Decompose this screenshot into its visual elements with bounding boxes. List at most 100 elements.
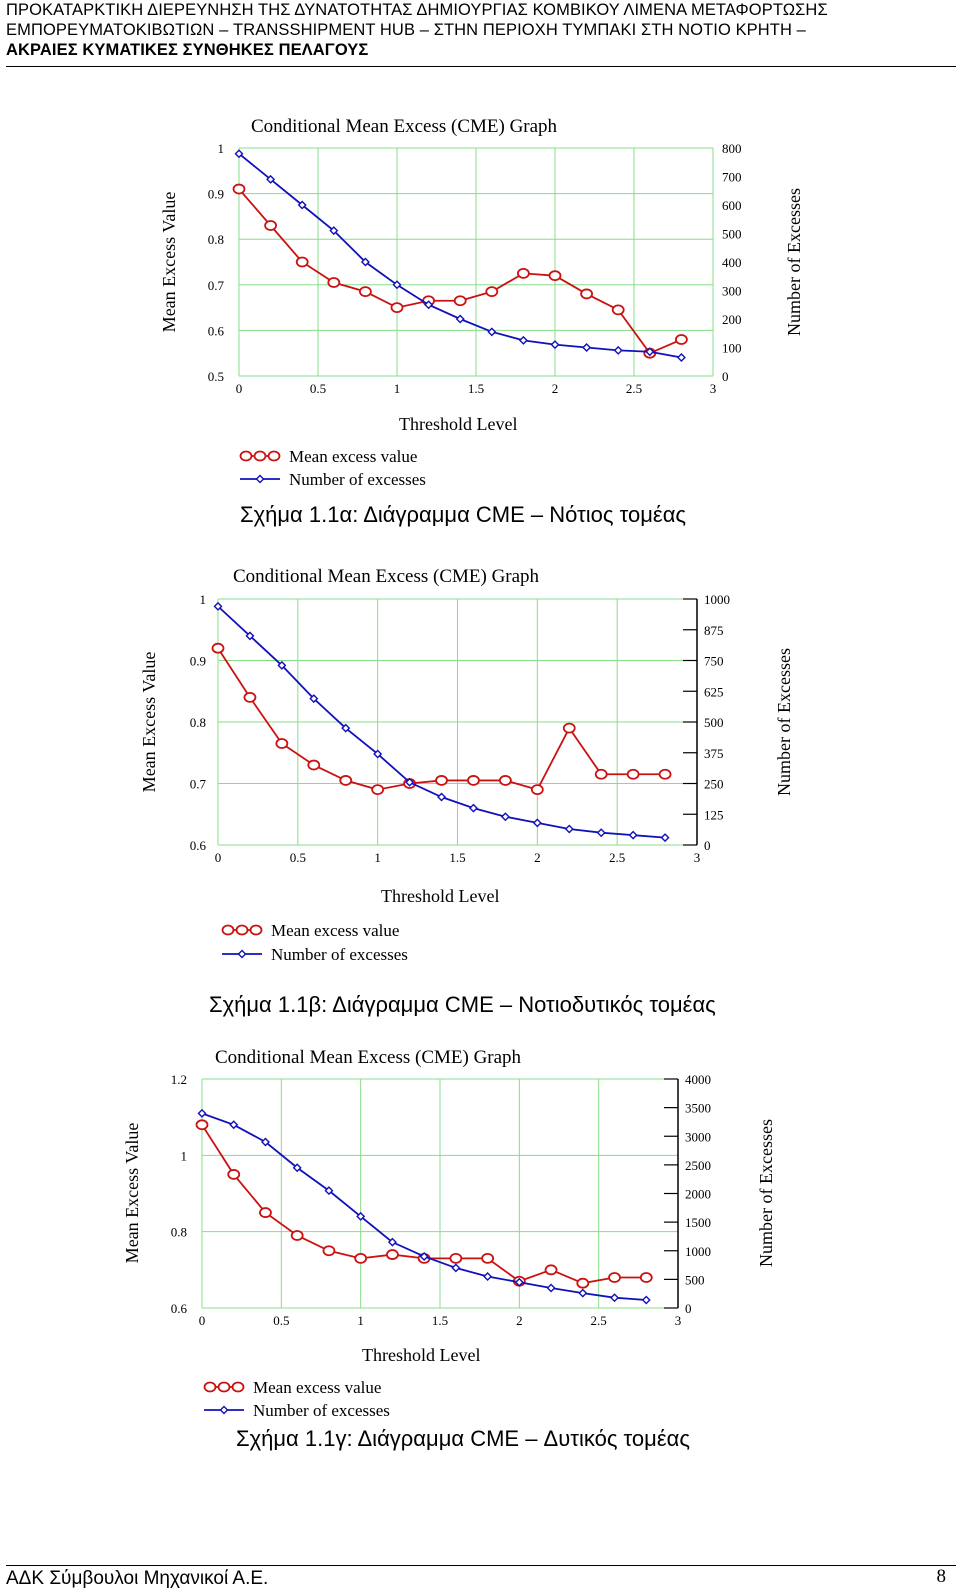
y-tick-label: 0.6 xyxy=(208,323,225,338)
y2-tick-label: 1500 xyxy=(685,1215,711,1230)
header-line-2: ΕΜΠΟΡΕΥΜΑΤΟΚΙΒΩΤΙΩΝ – TRANSSHIPMENT HUB … xyxy=(6,21,806,39)
x-tick-label: 0 xyxy=(215,850,222,865)
x-axis-label: Threshold Level xyxy=(399,414,517,434)
mean-excess-point xyxy=(290,1230,304,1241)
header-line-3: ΑΚΡΑΙΕΣ ΚΥΜΑΤΙΚΕΣ ΣΥΝΘΗΚΕΣ ΠΕΛΑΓΟΥΣ xyxy=(6,41,369,59)
x-axis-label: Threshold Level xyxy=(381,886,499,906)
num-excesses-point xyxy=(341,723,351,733)
legend-label-count: Number of excesses xyxy=(253,1401,390,1420)
mean-excess-point xyxy=(327,277,341,288)
y-tick-label: 0.7 xyxy=(190,777,207,792)
x-tick-label: 2 xyxy=(552,381,559,396)
y2-tick-label: 0 xyxy=(722,369,729,384)
mean-excess-point xyxy=(658,768,672,780)
header-rule xyxy=(6,66,956,67)
header-line-1: ΠΡΟΚΑΤΑΡΚΤΙΚΗ ΔΙΕΡΕΥΝΗΣΗ ΤΗΣ ΔΥΝΑΤΟΤΗΤΑΣ… xyxy=(6,1,828,19)
mean-excess-point xyxy=(211,642,225,654)
x-tick-label: 1.5 xyxy=(468,381,484,396)
y2-tick-label: 750 xyxy=(704,654,724,669)
legend-marker-mean xyxy=(253,450,267,462)
x-tick-label: 0 xyxy=(199,1313,206,1328)
num-excesses-point xyxy=(437,792,447,802)
mean-excess-point xyxy=(562,722,576,734)
legend-label-count: Number of excesses xyxy=(271,945,408,964)
x-tick-label: 2 xyxy=(534,850,541,865)
y-tick-label: 0.9 xyxy=(208,187,224,202)
x-tick-label: 0.5 xyxy=(273,1313,289,1328)
y2-tick-label: 125 xyxy=(704,807,724,822)
footer-company: ΑΔΚ Σύμβουλοι Μηχανικοί Α.Ε. xyxy=(6,1568,269,1589)
num-excesses-point xyxy=(582,343,592,352)
mean-excess-point xyxy=(453,295,467,307)
y-tick-label: 0.8 xyxy=(171,1225,187,1240)
mean-excess-point xyxy=(626,768,640,780)
num-excesses-point xyxy=(660,833,670,843)
num-excesses-point xyxy=(387,1237,397,1247)
y-tick-label: 0.8 xyxy=(190,715,206,730)
x-tick-label: 3 xyxy=(694,850,701,865)
mean-excess-point xyxy=(264,220,278,231)
num-excesses-point xyxy=(424,300,434,310)
y-tick-label: 1.2 xyxy=(171,1072,187,1087)
num-excesses-point xyxy=(645,347,655,357)
document-header: ΠΡΟΚΑΤΑΡΚΤΙΚΗ ΔΙΕΡΕΥΝΗΣΗ ΤΗΣ ΔΥΝΑΤΟΤΗΤΑΣ… xyxy=(6,0,956,60)
y2-axis-label: Number of Excesses xyxy=(774,648,794,796)
num-excesses-point xyxy=(468,803,478,813)
num-excesses-point xyxy=(292,1163,302,1173)
y2-axis-label: Number of Excesses xyxy=(784,188,804,336)
mean-excess-point xyxy=(639,1272,653,1283)
mean-excess-point xyxy=(449,1252,463,1264)
num-excesses-point xyxy=(392,280,402,290)
y-axis-label: Mean Excess Value xyxy=(122,1123,142,1264)
mean-excess-point xyxy=(544,1264,558,1276)
figure-caption-south: Σχήμα 1.1α: Διάγραμμα CME – Νότιος τομέα… xyxy=(240,502,687,527)
x-tick-label: 3 xyxy=(675,1313,682,1328)
x-tick-label: 2 xyxy=(516,1313,523,1328)
mean-excess-point xyxy=(580,288,593,300)
num-excesses-point xyxy=(324,1186,334,1196)
num-excesses-point xyxy=(550,340,560,350)
chart-title: Conditional Mean Excess (CME) Graph xyxy=(233,566,540,587)
legend-label-mean: Mean excess value xyxy=(289,447,417,466)
legend-marker-mean xyxy=(217,1381,231,1393)
num-excesses-point xyxy=(532,818,542,828)
y2-tick-label: 500 xyxy=(722,227,742,242)
mean-excess-point xyxy=(385,1249,399,1260)
legend-marker-mean xyxy=(235,924,249,936)
mean-excess-point xyxy=(548,270,562,282)
y-tick-label: 1 xyxy=(181,1148,188,1163)
mean-excess-point xyxy=(517,267,530,279)
mean-excess-point xyxy=(611,304,625,316)
mean-excess-point xyxy=(576,1277,590,1289)
legend-marker-mean xyxy=(221,924,235,936)
num-excesses-point xyxy=(564,824,574,834)
num-excesses-point xyxy=(641,1295,651,1305)
num-excesses-point xyxy=(518,335,528,345)
num-excesses-point xyxy=(229,1120,239,1130)
page-number: 8 xyxy=(936,1566,947,1587)
y2-tick-label: 400 xyxy=(722,255,742,270)
y2-tick-label: 800 xyxy=(722,141,742,156)
mean-excess-point xyxy=(467,775,480,786)
x-tick-label: 2.5 xyxy=(626,381,642,396)
num-excesses-point xyxy=(483,1272,493,1282)
y2-tick-label: 250 xyxy=(704,777,724,792)
x-tick-label: 2.5 xyxy=(609,850,625,865)
num-excesses-point xyxy=(260,1137,270,1147)
y2-tick-label: 375 xyxy=(704,746,724,761)
num-excesses-point xyxy=(455,314,465,324)
num-excesses-point xyxy=(610,1293,620,1303)
mean-excess-point xyxy=(530,784,544,796)
y2-tick-label: 500 xyxy=(704,715,724,730)
num-excesses-point xyxy=(487,327,497,337)
y-tick-label: 0.7 xyxy=(208,278,225,293)
legend-marker-mean xyxy=(203,1381,217,1393)
mean-excess-point xyxy=(371,784,385,796)
y-axis-label: Mean Excess Value xyxy=(139,652,159,793)
x-tick-label: 0 xyxy=(236,381,243,396)
y2-tick-label: 1000 xyxy=(704,592,730,607)
mean-excess-point xyxy=(608,1272,621,1283)
y2-tick-label: 3500 xyxy=(685,1101,711,1116)
